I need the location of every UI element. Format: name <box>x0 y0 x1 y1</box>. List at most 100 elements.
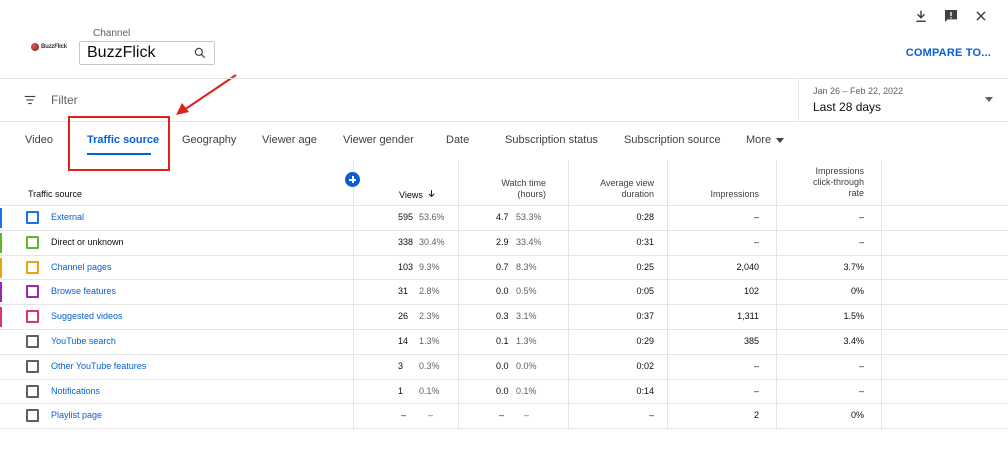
more-label: More <box>746 134 772 146</box>
tab-date[interactable]: Date <box>446 134 470 146</box>
series-color-bar <box>0 257 2 278</box>
tab-subscription-status[interactable]: Subscription status <box>505 134 598 146</box>
search-icon[interactable] <box>193 46 207 60</box>
table-row[interactable]: YouTube search 14 1.3% 0.1 1.3% 0:29 385 3.4% <box>0 330 1008 355</box>
feedback-icon[interactable] <box>936 6 966 26</box>
views-value: 26 <box>398 311 409 322</box>
column-divider <box>776 160 777 430</box>
row-checkbox[interactable] <box>26 211 39 224</box>
table-body: External 595 53.6% 4.7 53.3% 0:28– – Direct or … <box>0 206 1008 430</box>
impressions-value: 1,311 <box>737 311 759 322</box>
table-row[interactable]: Notifications 1 0.1% 0.0 0.1% 0:14 – – <box>0 380 1008 405</box>
series-color-bar <box>0 232 2 253</box>
tab-viewer-age[interactable]: Viewer age <box>262 134 317 146</box>
traffic-source-name[interactable]: Direct or unknown <box>51 236 124 247</box>
row-checkbox[interactable] <box>26 409 39 423</box>
annotation-arrow <box>176 74 237 115</box>
ctr-header-line1: Impressions <box>815 166 864 176</box>
annotation-highlight-box <box>68 116 170 171</box>
table-row[interactable]: Browse features 31 2.8% 0.0 0.5% 0:05 102 0% <box>0 280 1008 306</box>
table-row[interactable]: Channel pages 103 9.3% 0.7 8.3% 0:25 2,040 3.7% <box>0 256 1008 281</box>
watch-time-value: 0.3 <box>496 311 509 322</box>
watch-time-value: 4.7 <box>496 212 509 222</box>
table-row[interactable]: Other YouTube features 3 0.3% 0.0 0.0% 0:02 – – <box>0 355 1008 380</box>
date-range-label: Last 28 days <box>813 100 882 114</box>
filter-input[interactable]: Filter <box>51 93 78 107</box>
watch-time-value: 0.0 <box>496 286 509 297</box>
traffic-source-name[interactable]: Suggested videos <box>51 311 123 322</box>
ctr-value: 0% <box>850 410 864 421</box>
impressions-value: – <box>753 212 759 222</box>
table-row[interactable]: Playlist page – – – – – 2 0% <box>0 404 1008 430</box>
column-header-traffic-source[interactable]: Traffic source <box>28 189 83 199</box>
avg-view-duration-value: – <box>648 410 654 421</box>
column-header-watch-time[interactable]: Watch time (hours) <box>501 178 546 200</box>
date-range-text: Jan 26 – Feb 22, 2022 <box>813 86 904 96</box>
row-checkbox[interactable] <box>26 334 39 348</box>
views-percent: 53.6% <box>419 212 445 222</box>
views-value: 14 <box>398 335 409 346</box>
series-color-bar <box>0 357 2 377</box>
views-percent: – <box>428 410 434 421</box>
avg-view-duration-value: 0:14 <box>636 385 654 396</box>
avg-view-duration-value: 0:25 <box>636 261 654 272</box>
views-value: – <box>401 410 407 421</box>
filter-icon[interactable] <box>23 93 37 107</box>
date-range-selector[interactable]: Jan 26 – Feb 22, 2022 Last 28 days <box>798 79 1008 122</box>
avg-view-duration-value: 0:05 <box>636 286 654 297</box>
column-divider <box>667 160 668 430</box>
traffic-source-name[interactable]: Playlist page <box>51 410 103 421</box>
column-header-views[interactable]: Views <box>399 189 436 201</box>
watch-time-value: 0.1 <box>496 335 509 346</box>
logo-text: BuzzFlick <box>41 44 67 50</box>
traffic-source-name[interactable]: Browse features <box>51 286 117 297</box>
ctr-value: – <box>858 236 864 247</box>
top-actions <box>906 6 996 26</box>
active-tab-indicator <box>87 153 151 155</box>
traffic-source-name[interactable]: Other YouTube features <box>51 360 147 371</box>
chevron-down-icon <box>985 97 993 102</box>
watch-time-percent: 1.3% <box>516 335 537 346</box>
views-percent: 2.8% <box>419 286 440 297</box>
row-checkbox[interactable] <box>26 359 39 373</box>
row-checkbox[interactable] <box>26 384 39 398</box>
table-row[interactable]: Direct or unknown 338 30.4% 2.9 33.4% 0:31 – – <box>0 231 1008 256</box>
tab-traffic-source[interactable]: Traffic source <box>87 134 160 146</box>
add-column-icon[interactable] <box>345 172 360 187</box>
table-row[interactable]: Suggested videos 26 2.3% 0.3 3.1% 0:37 1,311 1.… <box>0 305 1008 330</box>
traffic-source-name[interactable]: External <box>51 212 85 222</box>
tab-more[interactable]: More <box>746 134 785 146</box>
column-header-avg-view-duration[interactable]: Average view duration <box>600 178 654 200</box>
column-header-impressions[interactable]: Impressions <box>710 189 759 199</box>
column-header-ctr[interactable]: Impressions click-through rate <box>813 166 864 199</box>
ctr-header-line3: rate <box>848 188 864 198</box>
series-color-bar <box>0 382 2 402</box>
close-icon[interactable] <box>966 6 996 26</box>
tab-geography[interactable]: Geography <box>182 134 237 146</box>
traffic-source-name[interactable]: YouTube search <box>51 335 116 346</box>
ctr-value: – <box>858 385 864 396</box>
avg-header-line2: duration <box>621 189 654 199</box>
row-checkbox[interactable] <box>26 310 39 324</box>
sort-arrow-down-icon <box>428 190 435 198</box>
watch-time-percent: 0.1% <box>516 385 537 396</box>
channel-selector[interactable]: BuzzFlick <box>79 41 215 65</box>
views-percent: 0.3% <box>419 360 440 371</box>
tab-video[interactable]: Video <box>25 134 53 146</box>
series-color-bar <box>0 307 2 328</box>
table-row[interactable]: External 595 53.6% 4.7 53.3% 0:28 – – <box>0 206 1008 231</box>
row-checkbox[interactable] <box>26 285 39 299</box>
views-value: 595 <box>398 212 414 222</box>
watch-time-value: 0.0 <box>496 360 509 371</box>
traffic-source-name[interactable]: Channel pages <box>51 261 112 272</box>
traffic-source-name[interactable]: Notifications <box>51 385 101 396</box>
watch-time-value: – <box>499 410 505 421</box>
compare-to-button[interactable]: COMPARE TO... <box>905 47 991 59</box>
avg-view-duration-value: 0:29 <box>636 335 654 346</box>
row-checkbox[interactable] <box>26 235 39 249</box>
tab-subscription-source[interactable]: Subscription source <box>624 134 721 146</box>
ctr-value: 3.4% <box>843 335 864 346</box>
row-checkbox[interactable] <box>26 260 39 274</box>
tab-viewer-gender[interactable]: Viewer gender <box>343 134 414 146</box>
download-icon[interactable] <box>906 6 936 26</box>
